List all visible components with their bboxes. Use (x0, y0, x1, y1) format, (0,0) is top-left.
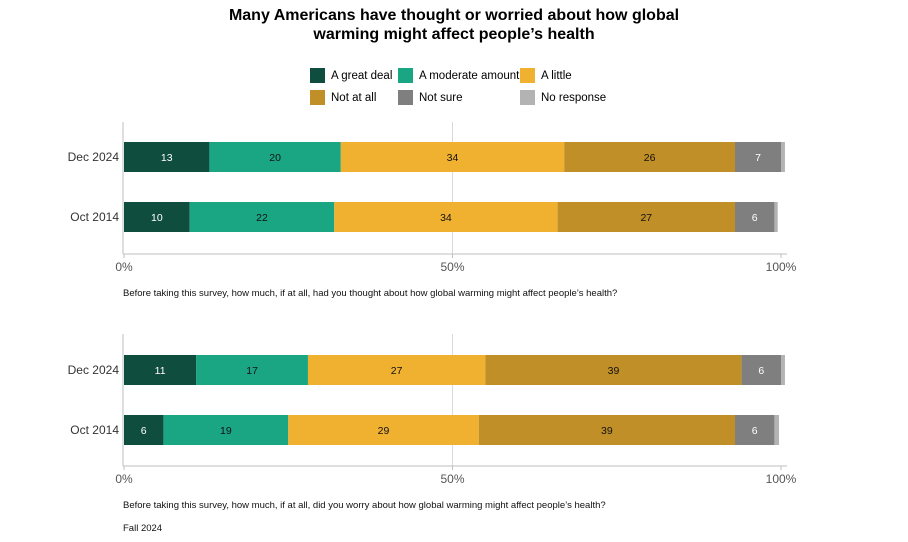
bar-a-little (340, 142, 565, 172)
chart-2: 11 17 27 39 6 Dec 2024 6 19 29 39 6 Oct 2014 0% 50% 10… (68, 334, 797, 486)
legend-label: Not at all (331, 92, 377, 104)
data-label: 29 (378, 425, 390, 437)
data-label: 13 (161, 152, 173, 164)
category-label: Oct 2014 (70, 210, 119, 224)
bar-no-response (774, 202, 778, 232)
x-tick-label: 50% (440, 260, 464, 274)
category-label: Dec 2024 (68, 363, 120, 377)
legend-swatch (310, 68, 325, 83)
data-label: 17 (246, 365, 258, 377)
legend-item-no-response: No response (520, 90, 606, 106)
legend-swatch (520, 90, 535, 105)
data-label: 34 (447, 152, 459, 164)
data-label: 20 (269, 152, 281, 164)
legend-swatch (398, 90, 413, 105)
bar-a-moderate-amount (189, 202, 335, 232)
legend-label: A moderate amount (419, 70, 520, 82)
data-label: 39 (601, 425, 613, 437)
bar-not-at-all (485, 355, 742, 385)
legend-label: Not sure (419, 92, 463, 104)
data-label: 6 (752, 425, 758, 437)
bar-not-at-all (564, 142, 736, 172)
bar-not-sure (735, 415, 775, 445)
data-label: 22 (256, 212, 268, 224)
bar-a-moderate-amount (163, 415, 289, 445)
bar-no-response (781, 142, 785, 172)
bar-a-little (334, 202, 558, 232)
data-label: 26 (644, 152, 656, 164)
data-label: 11 (155, 365, 166, 377)
data-label: 34 (440, 212, 452, 224)
data-label: 7 (755, 152, 761, 164)
data-label: 6 (752, 212, 758, 224)
legend-item-not-at-all: Not at all (310, 90, 376, 106)
legend-label: A great deal (331, 70, 393, 82)
data-label: 19 (220, 425, 232, 437)
data-label: 27 (391, 365, 403, 377)
legend-swatch (520, 68, 535, 83)
legend-item-a-great-deal: A great deal (310, 68, 392, 84)
bar-no-response (781, 355, 785, 385)
data-label: 39 (608, 365, 620, 377)
bar-not-sure (735, 202, 775, 232)
bar-a-moderate-amount (196, 355, 308, 385)
bar-not-sure (735, 142, 781, 172)
chart-1: 13 20 34 26 7 Dec 2024 10 22 34 27 6 Oct 2014 0% 50% 1… (68, 122, 797, 274)
legend: A great deal A moderate amount A little Not… (310, 68, 630, 110)
legend-swatch (310, 90, 325, 105)
question-note-thought: Before taking this survey, how much, if … (123, 288, 618, 299)
bar-a-great-deal (124, 355, 197, 385)
category-label: Dec 2024 (68, 150, 120, 164)
bar-a-moderate-amount (209, 142, 341, 172)
data-label: 6 (758, 365, 764, 377)
bar-a-great-deal (124, 142, 210, 172)
legend-label: No response (541, 92, 607, 104)
bar-a-great-deal (124, 415, 164, 445)
bar-a-great-deal (124, 202, 190, 232)
data-label: 10 (151, 212, 163, 224)
legend-swatch (398, 68, 413, 83)
legend-label: A little (541, 70, 572, 82)
x-tick-label: 50% (440, 472, 464, 486)
x-tick-label: 100% (766, 472, 797, 486)
category-label: Oct 2014 (70, 423, 119, 437)
bar-no-response (774, 415, 780, 445)
source-note: Fall 2024 (123, 523, 163, 534)
legend-item-not-sure: Not sure (398, 90, 462, 106)
bar-not-at-all (557, 202, 736, 232)
legend-item-a-moderate-amount: A moderate amount (398, 68, 519, 84)
x-tick-label: 0% (115, 260, 133, 274)
legend-item-a-little: A little (520, 68, 572, 84)
chart-title: Many Americans have thought or worried a… (228, 7, 680, 43)
question-note-worry: Before taking this survey, how much, if … (123, 500, 606, 511)
bar-a-little (288, 415, 479, 445)
bar-a-little (307, 355, 486, 385)
x-tick-label: 0% (115, 472, 133, 486)
bar-not-at-all (478, 415, 736, 445)
bar-not-sure (741, 355, 781, 385)
data-label: 27 (640, 212, 652, 224)
x-tick-label: 100% (766, 260, 797, 274)
data-label: 6 (141, 425, 147, 437)
